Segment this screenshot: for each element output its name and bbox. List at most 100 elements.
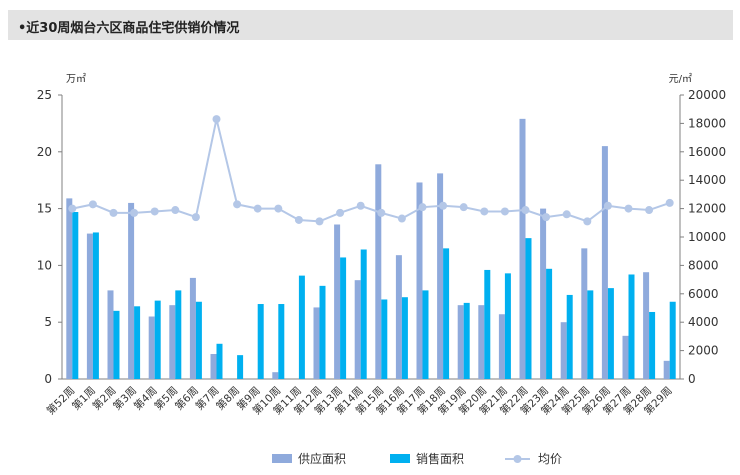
price-point bbox=[562, 210, 571, 219]
price-point bbox=[336, 208, 345, 217]
price-point bbox=[645, 206, 654, 215]
sales-bar bbox=[154, 300, 161, 379]
sales-bar bbox=[298, 275, 305, 379]
price-point bbox=[480, 207, 489, 216]
sales-bar bbox=[175, 290, 182, 379]
price-point bbox=[68, 204, 77, 213]
legend-sales-label: 销售面积 bbox=[416, 451, 464, 466]
price-point bbox=[583, 217, 592, 226]
price-point bbox=[150, 207, 159, 216]
right-tick-label: 2000 bbox=[688, 344, 719, 358]
price-point bbox=[439, 201, 448, 210]
left-tick-label: 15 bbox=[37, 202, 52, 216]
sales-bar bbox=[381, 299, 388, 379]
price-point bbox=[521, 206, 530, 215]
supply-bar bbox=[416, 182, 423, 379]
sales-bar bbox=[401, 297, 408, 379]
sales-bar bbox=[504, 273, 511, 379]
supply-bar bbox=[354, 280, 361, 379]
sales-bar bbox=[669, 301, 676, 379]
supply-bar bbox=[581, 248, 588, 379]
right-tick-label: 6000 bbox=[688, 287, 719, 301]
right-tick-label: 8000 bbox=[688, 258, 719, 272]
sales-bar bbox=[92, 232, 99, 379]
supply-bar bbox=[395, 255, 402, 379]
price-point bbox=[274, 204, 283, 213]
sales-bar bbox=[319, 285, 326, 379]
right-tick-label: 14000 bbox=[688, 173, 726, 187]
right-tick-label: 4000 bbox=[688, 315, 719, 329]
supply-bar bbox=[560, 322, 567, 379]
sales-bar bbox=[113, 310, 120, 379]
sales-bar bbox=[546, 268, 553, 379]
supply-bar bbox=[107, 290, 114, 379]
price-point bbox=[171, 206, 180, 215]
supply-bar bbox=[169, 305, 176, 379]
supply-bar bbox=[313, 307, 320, 379]
supply-bar bbox=[601, 146, 608, 379]
supply-bar bbox=[519, 118, 526, 379]
supply-bar bbox=[540, 208, 547, 379]
left-tick-label: 0 bbox=[44, 372, 52, 386]
left-tick-label: 5 bbox=[44, 315, 52, 329]
price-point bbox=[294, 215, 303, 224]
price-point bbox=[542, 213, 551, 222]
sales-bar bbox=[340, 257, 347, 379]
price-point bbox=[253, 204, 262, 213]
sales-bar bbox=[525, 238, 532, 379]
legend-supply-label: 供应面积 bbox=[298, 451, 346, 466]
left-tick-label: 10 bbox=[37, 258, 52, 272]
price-point bbox=[459, 203, 468, 212]
price-point bbox=[233, 200, 242, 209]
sales-bar bbox=[607, 288, 614, 379]
right-axis-unit: 元/㎡ bbox=[669, 73, 692, 85]
price-line bbox=[72, 118, 671, 223]
right-tick-label: 18000 bbox=[688, 116, 726, 130]
supply-bar bbox=[478, 305, 485, 379]
supply-bar bbox=[375, 164, 382, 379]
chart-title: •近30周烟台六区商品住宅供销价情况 bbox=[18, 21, 240, 36]
left-tick-label: 25 bbox=[37, 88, 52, 102]
supply-bar bbox=[663, 360, 670, 379]
title-bar: •近30周烟台六区商品住宅供销价情况 bbox=[8, 10, 733, 40]
price-point bbox=[109, 208, 118, 217]
supply-bar bbox=[148, 316, 155, 379]
sales-bar bbox=[360, 249, 367, 379]
sales-bar bbox=[134, 306, 141, 379]
price-point bbox=[624, 204, 633, 213]
supply-bar bbox=[210, 354, 217, 379]
supply-bar bbox=[66, 198, 73, 379]
sales-bar bbox=[628, 274, 635, 379]
sales-bar bbox=[463, 302, 470, 379]
price-point bbox=[397, 214, 406, 223]
sales-bar bbox=[72, 212, 79, 379]
sales-bar bbox=[443, 248, 450, 379]
right-tick-label: 12000 bbox=[688, 202, 726, 216]
price-point bbox=[191, 213, 200, 222]
right-tick-label: 16000 bbox=[688, 145, 726, 159]
right-tick-label: 20000 bbox=[688, 88, 726, 102]
price-point bbox=[356, 201, 365, 210]
sales-bar bbox=[587, 290, 594, 379]
supply-bar bbox=[272, 372, 279, 379]
supply-bar bbox=[457, 305, 464, 379]
price-point bbox=[603, 201, 612, 210]
sales-bar bbox=[257, 304, 264, 379]
right-tick-label: 0 bbox=[688, 372, 696, 386]
price-point bbox=[377, 208, 386, 217]
price-point bbox=[665, 198, 674, 207]
legend-sales-swatch bbox=[390, 454, 410, 463]
legend-supply-swatch bbox=[272, 454, 292, 463]
supply-bar bbox=[622, 335, 629, 379]
sales-bar bbox=[649, 311, 656, 379]
sales-bar bbox=[216, 343, 223, 379]
supply-bar bbox=[334, 224, 341, 379]
price-point bbox=[130, 208, 139, 217]
price-point bbox=[418, 203, 427, 212]
supply-bar bbox=[643, 272, 650, 379]
legend-price-label: 均价 bbox=[538, 452, 562, 466]
sales-bar bbox=[566, 294, 573, 379]
sales-bar bbox=[237, 355, 244, 379]
supply-bar bbox=[189, 277, 196, 379]
